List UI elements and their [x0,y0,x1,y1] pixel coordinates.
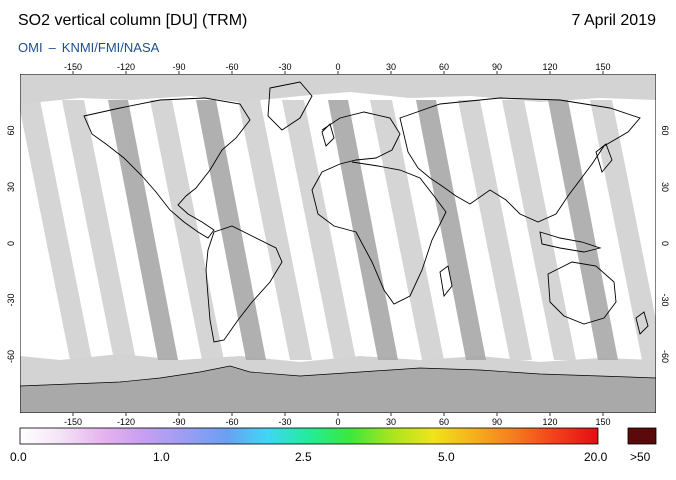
greenland-coast [267,81,313,131]
map-ticks: -150 -150 -120 -120 -90 -90 -60 -60 -30 -30 0 0 30 30… [6,62,670,427]
lon-tick-label-top: -30 [278,62,291,72]
lat-tick-label-left: 0 [6,241,16,246]
colorbar-label: 5.0 [438,450,455,464]
credit-line: OMI – KNMI/FMI/NASA [18,40,159,55]
colorbar [19,427,657,445]
lat-tick-label-left: 30 [6,182,16,192]
lat-tick-label-right: 0 [660,241,670,246]
europe-africa-coast [311,111,447,305]
credit-separator: – [48,40,56,55]
lat-tick-label-left: -30 [6,293,16,306]
lat-tick-label-left: 60 [6,125,16,135]
lon-tick-label-bottom: -90 [172,417,185,427]
lon-tick-label-bottom: -120 [117,417,135,427]
australia-coast [547,261,617,325]
lon-tick-label-top: -120 [117,62,135,72]
map-panel [20,74,656,413]
arctic-nodata [20,74,656,104]
lon-tick-label-top: 0 [335,62,340,72]
uk-coast [321,123,335,147]
coastlines [83,81,649,343]
lat-tick-label-right: -30 [660,293,670,306]
lon-tick-label-top: 120 [542,62,557,72]
lon-tick-label-top: -150 [64,62,82,72]
lon-tick-label-bottom: 150 [595,417,610,427]
colorbar-label: 0.0 [10,450,27,464]
new-zealand-coast [635,311,649,335]
colorbar-label: >50 [630,450,651,464]
credit-instrument: OMI [18,40,43,55]
colorbar-label: 1.0 [153,450,170,464]
lon-tick-label-bottom: -150 [64,417,82,427]
lon-tick-label-bottom: -30 [278,417,291,427]
lon-tick-label-bottom: 90 [492,417,502,427]
lon-tick-label-top: -60 [225,62,238,72]
north-america-coast [83,97,251,239]
south-america-coast [205,225,283,343]
lon-tick-label-bottom: 120 [542,417,557,427]
lon-tick-label-bottom: -60 [225,417,238,427]
lat-tick-label-right: -60 [660,350,670,363]
lon-tick-label-top: -90 [172,62,185,72]
map-date: 7 April 2019 [571,12,656,29]
colorbar-label: 2.5 [295,450,312,464]
asia-coast [399,97,641,223]
lat-tick-label-right: 60 [660,125,670,135]
colorbar-overflow-swatch [627,427,657,445]
orbit-swaths-dark [108,100,618,360]
indonesia-coast [539,231,602,253]
lon-tick-label-top: 150 [595,62,610,72]
lon-tick-label-top: 90 [492,62,502,72]
lat-tick-label-right: 30 [660,182,670,192]
lon-tick-label-bottom: 30 [386,417,396,427]
antarctica [20,365,656,413]
colorbar-scale [19,427,599,445]
colorbar-label: 20.0 [584,450,608,464]
credit-agencies: KNMI/FMI/NASA [61,40,160,55]
lat-tick-label-left: -60 [6,350,16,363]
lon-tick-label-bottom: 0 [335,417,340,427]
lon-tick-label-bottom: 60 [439,417,449,427]
lon-tick-label-top: 30 [386,62,396,72]
japan-coast [595,143,613,173]
lon-tick-label-top: 60 [439,62,449,72]
map-title: SO2 vertical column [DU] (TRM) [18,12,248,29]
madagascar-coast [439,265,453,298]
orbit-swaths-light [20,100,656,360]
